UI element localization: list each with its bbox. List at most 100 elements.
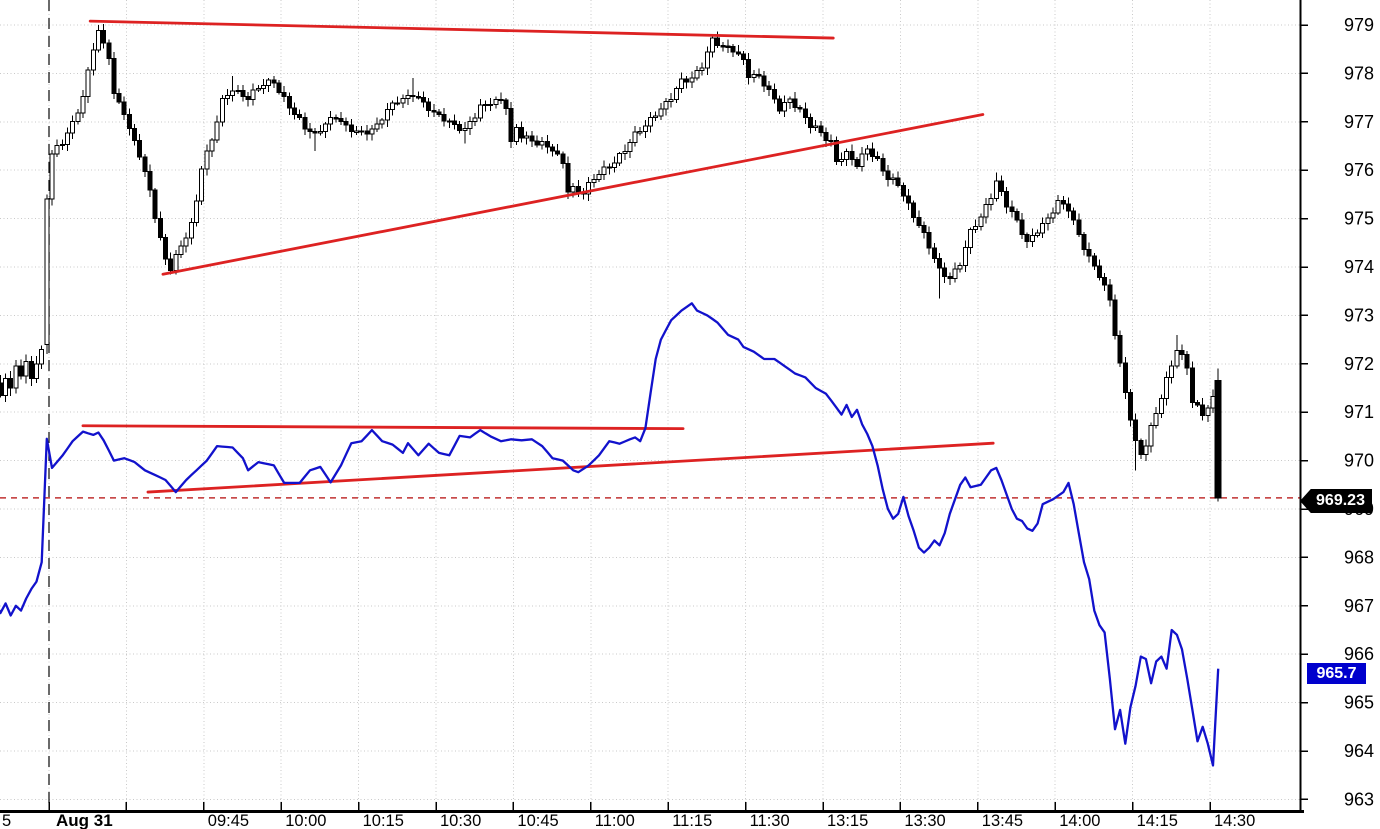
candlestick [3,377,9,396]
candlestick [168,258,174,271]
candlestick [875,156,881,160]
candlestick [421,96,427,103]
candlestick [911,202,917,218]
candlestick [684,78,690,83]
candlestick [689,77,695,83]
candlestick [477,104,483,119]
candlestick [1019,219,1025,235]
candlestick [1153,412,1159,427]
candlestick [962,246,968,267]
candlestick [1081,233,1087,250]
trendline[interactable] [88,19,835,40]
candlestick [823,132,829,141]
candlestick [157,217,163,238]
candlestick [297,114,303,118]
candlestick [715,37,721,47]
candlestick [390,102,396,111]
price-axis-label: 976 [1344,160,1374,180]
time-axis-label: 14:15 [1137,812,1178,829]
trendline[interactable] [161,113,985,276]
candlestick [364,130,370,135]
candlestick [606,166,612,169]
candlestick [493,98,499,105]
candlestick [591,179,597,184]
candlestick [400,97,406,104]
candlestick [353,130,359,133]
candlestick [70,121,76,134]
candlestick [601,166,607,175]
candlestick [457,124,463,131]
candlestick [384,109,390,121]
candlestick [204,150,210,170]
price-axis-label: 966 [1344,644,1374,664]
candlestick [1050,212,1056,219]
price-axis-label: 970 [1344,451,1374,471]
candlestick [916,216,922,226]
last-price-tag-value: 969.23 [1316,492,1365,509]
candlestick [617,153,623,164]
candlestick [751,73,757,79]
candlestick [1200,404,1206,416]
candlestick [44,198,50,345]
price-axis-label: 965 [1344,693,1374,713]
candlestick [869,148,875,158]
candlestick [255,88,261,91]
candlestick [90,49,96,71]
candlestick [101,30,107,44]
candlestick [735,51,741,55]
candlestick [555,150,561,155]
candlestick [173,254,179,271]
candlestick [895,177,901,186]
candlestick [106,42,112,59]
candlestick [488,103,494,107]
candlestick [338,117,344,123]
candlestick [1174,349,1180,367]
candlestick [838,158,844,163]
candlestick [28,360,34,379]
price-axis-label: 975 [1344,209,1374,229]
candlestick [95,30,101,51]
trendline[interactable] [81,424,685,431]
candlestick [142,156,148,172]
time-axis-label: 13:15 [827,812,868,829]
candlestick [544,140,550,148]
candlestick [183,237,189,247]
candlestick [1127,391,1133,421]
candlestick [348,124,354,132]
candlestick [121,101,127,115]
candlestick [462,127,468,131]
candlestick [503,99,509,109]
candlestick [1024,233,1030,242]
candlestick [415,96,421,99]
candlestick [322,123,328,133]
candlestick [699,67,705,72]
candlestick [147,170,153,191]
trendlines-group[interactable] [81,19,995,494]
candlestick [343,121,349,126]
candlestick [426,101,432,111]
candlestick [379,119,385,125]
time-axis-label: 10:00 [285,812,326,829]
candlestick [85,69,91,97]
candlestick [1009,206,1015,213]
candlestick [679,78,685,89]
time-axis-label: 14:00 [1059,812,1100,829]
candlestick [921,224,927,234]
candlestick [1195,402,1201,406]
candlestick [931,247,937,259]
candlestick [859,153,865,167]
blue-line-series [0,302,1220,767]
candlestick [988,197,994,205]
candlestick [565,162,571,193]
candlestick [1148,425,1154,447]
candlestick [209,139,215,152]
candlestick [937,257,943,269]
candlestick [1164,377,1170,400]
candlestick [1143,445,1149,456]
candlestick [586,182,592,195]
candlestick [80,95,86,114]
candlestick [668,99,674,102]
